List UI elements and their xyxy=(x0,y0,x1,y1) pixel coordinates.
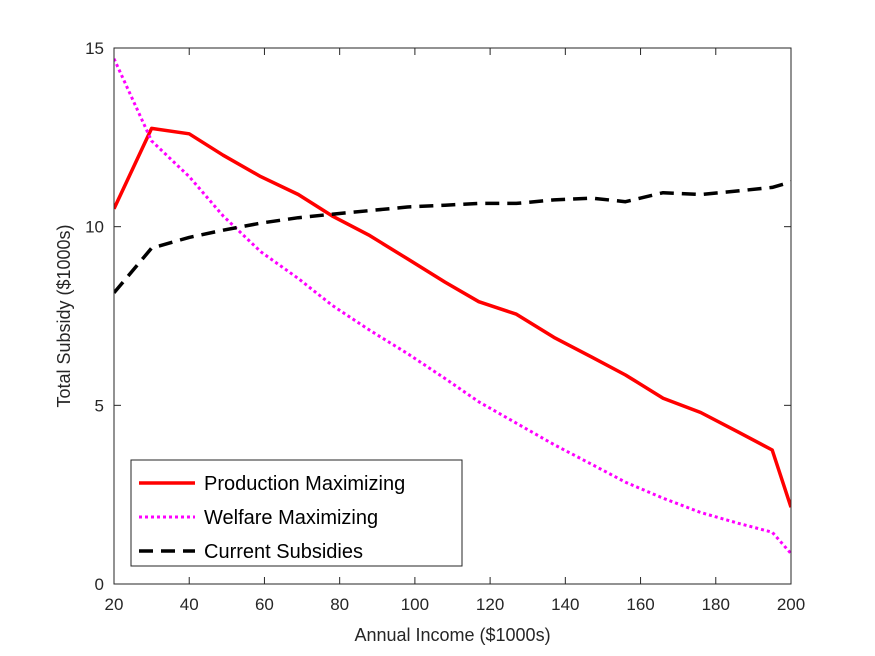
y-tick-label: 10 xyxy=(85,218,104,237)
x-tick-label: 180 xyxy=(702,595,730,614)
plot-area-frame xyxy=(113,47,792,585)
series-line-3 xyxy=(114,180,791,294)
x-axis-label: Annual Income ($1000s) xyxy=(354,625,550,645)
series-line-1 xyxy=(114,126,791,508)
y-tick-label: 5 xyxy=(95,396,104,415)
x-tick-label: 160 xyxy=(626,595,654,614)
x-tick-label: 140 xyxy=(551,595,579,614)
x-tick-label: 20 xyxy=(105,595,124,614)
x-tick-label: 120 xyxy=(476,595,504,614)
legend-label-1: Production Maximizing xyxy=(204,473,405,495)
series-line-2 xyxy=(114,58,791,555)
x-tick-label: 40 xyxy=(180,595,199,614)
y-axis: 0 5 10 15 xyxy=(85,39,791,594)
series-layer xyxy=(114,58,791,555)
legend: Production Maximizing Welfare Maximizing C… xyxy=(130,459,463,567)
legend-box xyxy=(130,459,463,567)
legend-label-2: Welfare Maximizing xyxy=(204,507,378,529)
x-tick-label: 200 xyxy=(777,595,805,614)
legend-label-3: Current Subsidies xyxy=(204,541,363,563)
y-tick-label: 0 xyxy=(95,575,104,594)
x-tick-label: 100 xyxy=(401,595,429,614)
x-axis: 20 40 60 80 100 120 140 160 180 200 xyxy=(105,48,805,614)
x-tick-label: 60 xyxy=(255,595,274,614)
y-tick-label: 15 xyxy=(85,39,104,58)
y-axis-label: Total Subsidy ($1000s) xyxy=(54,224,74,407)
x-tick-label: 80 xyxy=(330,595,349,614)
